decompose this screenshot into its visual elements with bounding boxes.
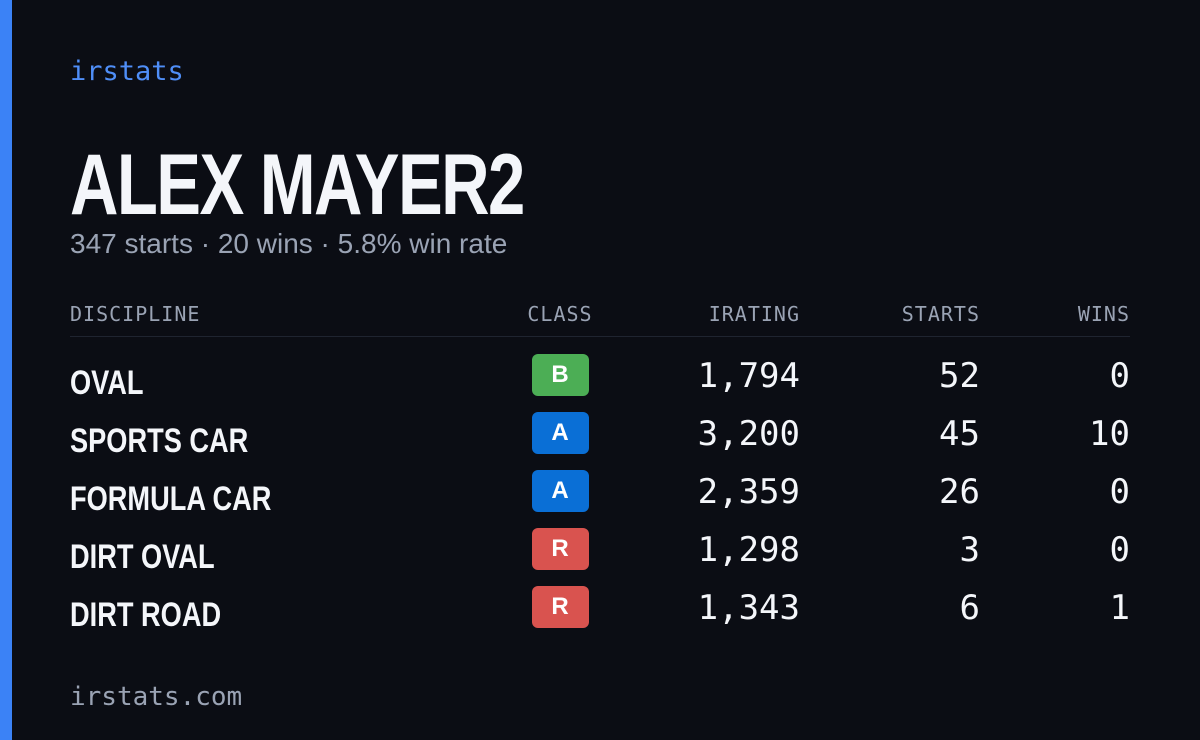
class-badge: R — [531, 528, 589, 570]
starts: 3 — [959, 530, 980, 570]
class-badge: R — [531, 586, 589, 628]
column-header: CLASS — [527, 302, 593, 326]
starts: 26 — [939, 472, 980, 512]
class-badge: A — [531, 470, 589, 512]
driver-name: ALEX MAYER2 — [70, 137, 525, 233]
discipline: DIRT OVAL — [70, 538, 215, 576]
wins: 0 — [1109, 356, 1130, 396]
wins: 1 — [1109, 588, 1130, 628]
starts: 45 — [939, 414, 980, 454]
irating: 1,794 — [697, 356, 800, 396]
discipline: FORMULA CAR — [70, 480, 272, 518]
starts: 6 — [959, 588, 980, 628]
starts: 52 — [939, 356, 980, 396]
wins: 0 — [1109, 472, 1130, 512]
wins: 10 — [1089, 414, 1130, 454]
irating: 1,298 — [697, 530, 800, 570]
discipline: DIRT ROAD — [70, 596, 222, 634]
class-badge: B — [531, 354, 589, 396]
column-header: STARTS — [901, 302, 980, 326]
column-header: IRATING — [708, 302, 800, 326]
footer: irstats.com — [70, 682, 243, 712]
irating: 2,359 — [697, 472, 800, 512]
header-rule — [70, 336, 1130, 337]
brand: irstats — [70, 56, 184, 87]
discipline: OVAL — [70, 364, 144, 402]
irating: 1,343 — [697, 588, 800, 628]
driver-summary: 347 starts · 20 wins · 5.8% win rate — [70, 228, 508, 259]
accent-bar — [0, 0, 12, 740]
column-header: DISCIPLINE — [70, 302, 201, 326]
discipline: SPORTS CAR — [70, 422, 249, 460]
class-badge: A — [531, 412, 589, 454]
irating: 3,200 — [697, 414, 800, 454]
column-header: WINS — [1077, 302, 1130, 326]
wins: 0 — [1109, 530, 1130, 570]
